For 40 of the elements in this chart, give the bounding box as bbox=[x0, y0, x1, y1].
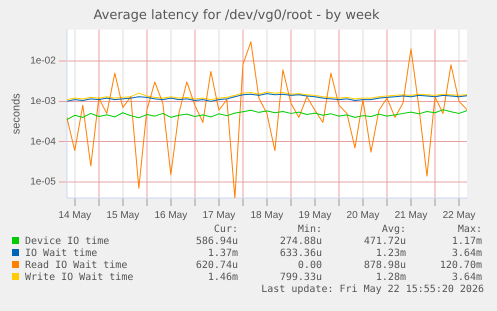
x-tick-label: 22 May bbox=[442, 210, 476, 221]
text: 1.46m bbox=[206, 272, 238, 284]
text: 3.64m bbox=[450, 272, 482, 284]
legend-label: Device IO time bbox=[24, 236, 110, 248]
legend-label: Read IO Wait time bbox=[24, 260, 128, 272]
text: 1.28m bbox=[374, 272, 406, 284]
x-tick-label: 16 May bbox=[154, 210, 188, 221]
text: 120.70m bbox=[438, 260, 482, 272]
x-tick-label: 14 May bbox=[58, 210, 92, 221]
x-tick-label: 18 May bbox=[250, 210, 284, 221]
chart-title: Average latency for /dev/vg0/root - by week bbox=[94, 8, 380, 24]
text: Cur: bbox=[212, 224, 238, 236]
text: Min: bbox=[296, 224, 322, 236]
text: 878.98u bbox=[362, 260, 406, 272]
x-tick-label: 15 May bbox=[106, 210, 140, 221]
text: Avg: bbox=[380, 224, 406, 236]
text: 1.17m bbox=[450, 236, 482, 248]
text: 633.36u bbox=[278, 248, 322, 260]
y-axis-title: seconds bbox=[10, 92, 23, 134]
text: 0.00 bbox=[296, 260, 322, 272]
text: 586.94u bbox=[194, 236, 238, 248]
x-tick-label: 17 May bbox=[202, 210, 236, 221]
text: 620.74u bbox=[194, 260, 238, 272]
y-tick-label: 1e-04 bbox=[30, 136, 56, 148]
x-tick-label: 21 May bbox=[394, 210, 428, 221]
text: 799.33u bbox=[278, 272, 322, 284]
y-tick-label: 1e-03 bbox=[30, 96, 56, 108]
x-tick-label: 19 May bbox=[298, 210, 332, 221]
text: 3.64m bbox=[450, 248, 482, 260]
text: 1.23m bbox=[374, 248, 406, 260]
legend-label: IO Wait time bbox=[24, 248, 98, 260]
x-tick-label: 20 May bbox=[346, 210, 380, 221]
text: 471.72u bbox=[362, 236, 406, 248]
text: Last update: Fri May 22 15:55:20 2026 bbox=[260, 284, 484, 296]
legend-label: Write IO Wait time bbox=[24, 272, 134, 284]
text: Max: bbox=[456, 224, 482, 236]
y-tick-label: 1e-05 bbox=[30, 176, 56, 188]
text: 1.37m bbox=[206, 248, 238, 260]
text: 274.88u bbox=[278, 236, 322, 248]
y-tick-label: 1e-02 bbox=[30, 56, 56, 67]
